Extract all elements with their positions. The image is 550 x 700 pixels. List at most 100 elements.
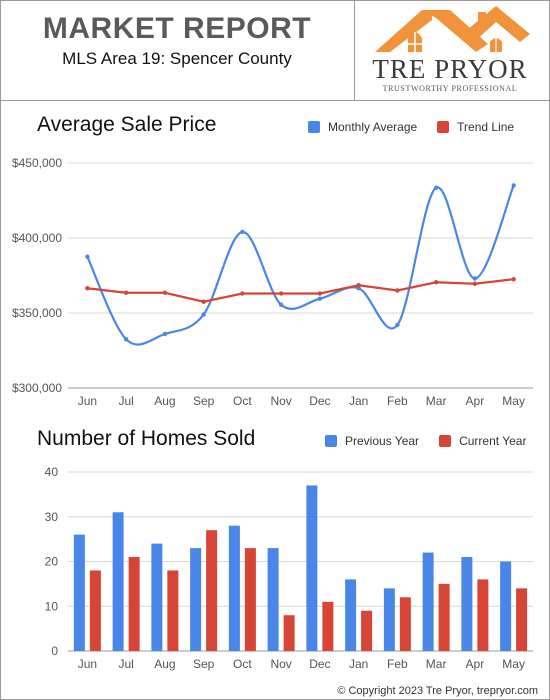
price-data-point — [201, 312, 206, 317]
price-data-point — [162, 331, 168, 337]
price-y-tick-label: $300,000 — [12, 381, 62, 395]
bar-previous-year — [422, 552, 434, 651]
price-data-point — [162, 290, 168, 295]
tre-pryor-logo: TRE PRYOR TRUSTWORTHY PROFESSIONAL — [370, 4, 540, 96]
bar-current-year — [89, 570, 101, 651]
sold-y-tick-label: 20 — [45, 555, 59, 569]
price-x-tick-label: Feb — [387, 394, 408, 408]
price-x-tick-label: Mar — [426, 394, 447, 408]
price-x-tick-label: Jan — [349, 394, 368, 408]
legend-swatch-blue — [325, 435, 337, 447]
bar-previous-year — [267, 548, 279, 651]
header-title-panel: MARKET REPORT MLS Area 19: Spencer Count… — [0, 0, 355, 100]
bar-current-year — [283, 615, 295, 651]
price-data-point — [123, 337, 129, 342]
price-series-line — [86, 185, 515, 346]
bar-previous-year — [500, 561, 512, 651]
bar-current-year — [167, 570, 179, 651]
legend-item-monthly-average: Monthly Average — [308, 120, 417, 134]
price-x-tick-label: May — [502, 394, 525, 408]
price-data-point — [433, 185, 439, 190]
price-x-tick-label: Nov — [270, 394, 291, 408]
bar-current-year — [244, 548, 256, 651]
sold-x-tick-label: Aug — [154, 657, 175, 671]
report-header: MARKET REPORT MLS Area 19: Spencer Count… — [0, 0, 550, 101]
bar-current-year — [128, 557, 140, 651]
price-data-point — [356, 283, 361, 288]
sold-x-tick-label: Jan — [349, 657, 368, 671]
price-data-point — [395, 288, 400, 293]
sold-x-tick-label: Oct — [233, 657, 252, 671]
bar-current-year — [361, 610, 373, 651]
legend-swatch-red — [437, 121, 450, 133]
legend-label-previous-year: Previous Year — [345, 434, 420, 448]
price-data-point — [511, 183, 516, 188]
sold-y-tick-label: 40 — [45, 465, 59, 479]
sold-x-tick-label: Mar — [426, 657, 447, 671]
legend-item-previous-year: Previous Year — [325, 434, 419, 448]
report-title: MARKET REPORT — [42, 12, 312, 45]
bar-current-year — [322, 601, 334, 651]
bar-previous-year — [228, 525, 240, 651]
bar-previous-year — [461, 557, 473, 651]
price-data-point — [511, 277, 516, 282]
price-data-point — [85, 254, 90, 259]
bar-previous-year — [345, 579, 357, 651]
sold-x-tick-label: Jul — [118, 657, 133, 671]
legend-item-trend-line: Trend Line — [437, 120, 514, 134]
price-x-tick-label: Jun — [78, 394, 97, 408]
price-data-point — [278, 302, 284, 307]
price-chart-legend: Monthly Average Trend Line — [308, 120, 534, 134]
average-sale-price-chart: $300,000 $350,000 $400,000 $450,000 Jun Jul Au… — [12, 156, 533, 408]
legend-label-monthly-average: Monthly Average — [328, 120, 418, 134]
bar-current-year — [516, 588, 528, 651]
sold-y-tick-label: 10 — [45, 599, 59, 613]
price-data-point — [433, 280, 439, 285]
price-chart-title: Average Sale Price — [37, 113, 217, 136]
bar-previous-year — [306, 485, 318, 651]
price-data-point — [472, 281, 478, 286]
price-x-tick-label: Jul — [118, 394, 133, 408]
legend-swatch-blue — [308, 121, 320, 133]
legend-item-current-year: Current Year — [439, 434, 526, 448]
sold-x-tick-label: May — [502, 657, 525, 671]
bar-current-year — [477, 579, 489, 651]
sold-y-tick-label: 0 — [51, 644, 58, 658]
price-x-tick-label: Apr — [466, 394, 485, 408]
price-x-tick-label: Aug — [154, 394, 175, 408]
price-data-point — [85, 286, 90, 291]
price-data-point — [123, 290, 129, 295]
sold-x-tick-label: Jun — [78, 657, 97, 671]
price-data-point — [395, 322, 400, 328]
house-roof-icon — [375, 6, 530, 52]
price-x-tick-label: Oct — [233, 394, 252, 408]
copyright-footer: © Copyright 2023 Tre Pryor, trepryor.com — [337, 685, 538, 697]
bar-previous-year — [151, 543, 163, 651]
sold-x-tick-label: Nov — [270, 657, 291, 671]
homes-sold-chart-legend: Previous Year Current Year — [325, 434, 546, 448]
price-x-tick-label: Dec — [309, 394, 330, 408]
homes-sold-chart: 0 10 20 30 40 Jun Jul Aug Sep Oct Nov Dec Jan Feb Mar A… — [45, 465, 533, 671]
bar-previous-year — [112, 512, 124, 651]
price-x-tick-label: Sep — [193, 394, 215, 408]
price-y-tick-label: $400,000 — [12, 231, 62, 245]
bar-previous-year — [190, 548, 202, 651]
sold-y-tick-label: 30 — [45, 510, 59, 524]
price-data-point — [317, 291, 323, 296]
price-data-point — [317, 296, 323, 301]
legend-label-current-year: Current Year — [459, 434, 527, 448]
price-data-point — [278, 291, 284, 296]
sold-x-tick-label: Apr — [466, 657, 485, 671]
bar-previous-year — [383, 588, 395, 651]
report-subtitle: MLS Area 19: Spencer County — [62, 49, 292, 68]
logo-name: TRE PRYOR — [372, 54, 528, 84]
bar-current-year — [399, 597, 411, 651]
price-data-point — [201, 299, 206, 304]
bar-current-year — [206, 530, 218, 651]
legend-label-trend-line: Trend Line — [457, 120, 515, 134]
legend-swatch-red — [439, 435, 452, 447]
price-data-point — [240, 291, 245, 296]
bar-previous-year — [73, 534, 85, 651]
homes-sold-chart-title: Number of Homes Sold — [37, 427, 256, 450]
bar-current-year — [438, 583, 450, 651]
